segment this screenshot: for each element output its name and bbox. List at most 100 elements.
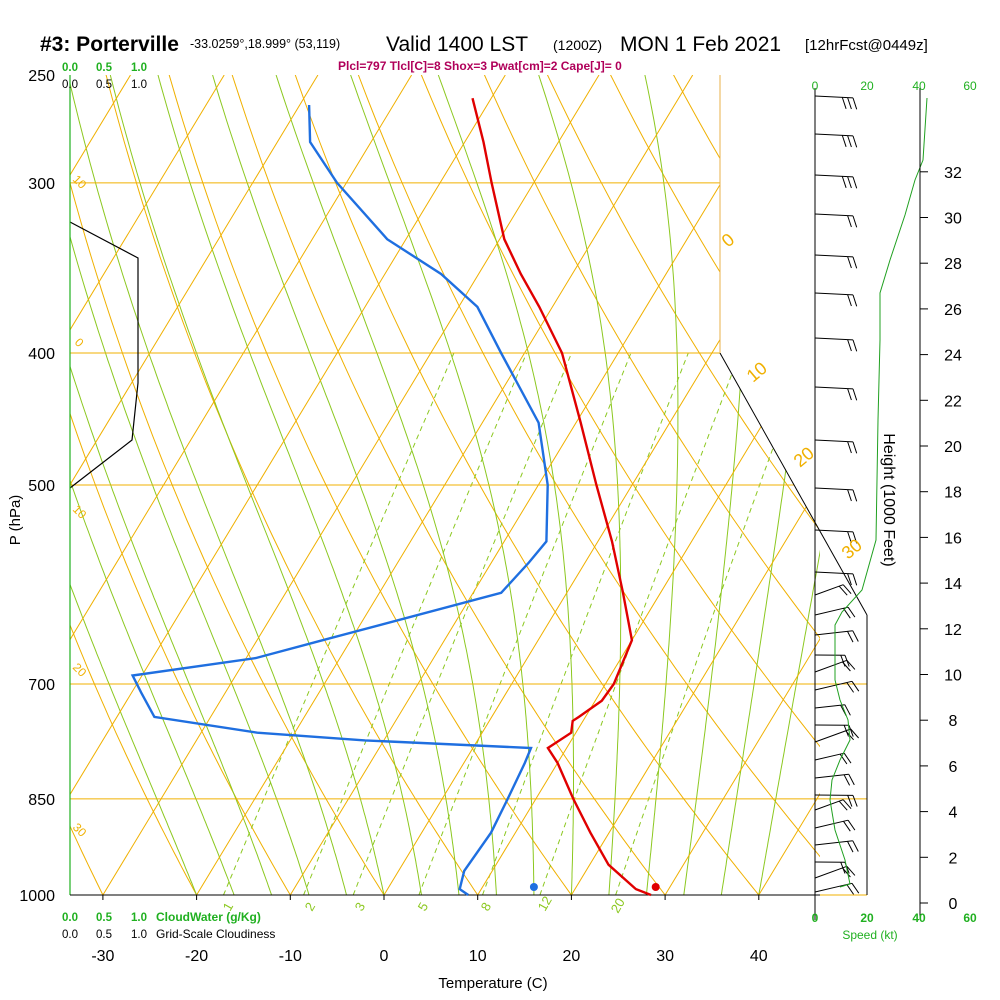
dewpoint-profile xyxy=(130,104,549,896)
bottom-cloudiness-tick: 0.0 xyxy=(62,929,78,941)
height-tick-label: 22 xyxy=(944,393,962,410)
height-tick-label: 20 xyxy=(944,439,962,456)
temperature-tick-label: 30 xyxy=(656,948,674,965)
wind-barb-flag xyxy=(838,585,848,596)
wind-barb-flag xyxy=(852,339,858,352)
pressure-tick-label: 250 xyxy=(28,68,55,85)
top-cloudwater-tick: 1.0 xyxy=(131,62,147,74)
speed-tick-top: 40 xyxy=(912,79,926,93)
mixing-ratio-label: 20 xyxy=(608,895,628,915)
wind-barb-flag xyxy=(852,795,858,807)
cloudiness-profile xyxy=(69,221,139,489)
top-cloudiness-tick: 0.5 xyxy=(96,79,112,91)
isotherm-line xyxy=(70,75,319,486)
moist-adiabat-line xyxy=(275,75,497,895)
wind-barb-flag xyxy=(847,176,852,189)
mask-edge xyxy=(719,352,868,616)
moist-adiabat-line xyxy=(70,81,347,895)
speed-tick-bottom: 60 xyxy=(963,911,977,925)
bottom-cloudwater-tick: 0.5 xyxy=(96,912,113,924)
sounding-indices: Plcl=797 Tlcl[C]=8 Shox=3 Pwat[cm]=2 Cap… xyxy=(338,59,622,73)
utc-time: (1200Z) xyxy=(553,37,602,53)
wind-barb-flag xyxy=(847,489,852,502)
height-tick-label: 18 xyxy=(944,485,962,502)
station-location: -33.0259°,18.999° (53,119) xyxy=(190,37,340,51)
wind-barb-flag xyxy=(852,135,858,148)
bottom-cloudwater-tick: 0.0 xyxy=(62,912,78,924)
speed-axis-label: Speed (kt) xyxy=(842,928,897,942)
moist-adiabat-line xyxy=(644,75,679,895)
y-axis-label: P (hPa) xyxy=(7,495,24,546)
forecast-info: [12hrFcst@0449z] xyxy=(805,37,928,54)
temperature-tick-label: 0 xyxy=(380,948,389,965)
wind-barb-flag xyxy=(841,176,847,188)
wind-barb-flag xyxy=(847,294,852,307)
wind-barb-flag xyxy=(852,388,858,401)
wind-barb-flag xyxy=(842,584,852,595)
mixing-ratio-line xyxy=(223,352,455,895)
wind-barb xyxy=(814,174,854,178)
moist-adiabat-line xyxy=(437,75,574,895)
temperature-tick-label: -20 xyxy=(185,948,208,965)
height-tick-label: 32 xyxy=(944,165,962,182)
wind-barb-flag xyxy=(847,606,856,618)
wind-barb-flag xyxy=(847,215,852,228)
wind-barb-flag xyxy=(847,841,854,853)
wind-barb-flag xyxy=(841,97,847,109)
height-tick-label: 26 xyxy=(944,302,962,319)
height-tick-label: 2 xyxy=(949,850,958,867)
wind-barb xyxy=(814,584,844,596)
wind-barb xyxy=(814,439,854,443)
speed-tick-top: 0 xyxy=(812,79,819,93)
pressure-tick-label: 1000 xyxy=(19,888,55,905)
speed-tick-bottom: 0 xyxy=(812,911,819,925)
wind-barb xyxy=(814,799,844,811)
surface-dewpoint-marker xyxy=(529,883,538,891)
pressure-axis: 1000 850 700 500 400 300 250 xyxy=(19,68,55,905)
dry-adiabat-line xyxy=(105,75,479,895)
wind-barb-flag xyxy=(847,795,853,807)
dry-adiabat-line xyxy=(70,181,385,895)
wind-barb xyxy=(814,133,854,137)
height-tick-label: 8 xyxy=(949,713,958,730)
height-tick-label: 28 xyxy=(944,256,962,273)
height-tick-label: 12 xyxy=(944,622,962,639)
wind-barb-flag xyxy=(848,725,854,737)
wind-barb-flag xyxy=(838,800,848,811)
bottom-cloudwater-tick: 1.0 xyxy=(131,912,147,924)
mixing-ratio-line xyxy=(539,352,741,895)
speed-tick-top: 20 xyxy=(860,79,874,93)
mixing-ratio-line xyxy=(482,352,689,895)
wind-barb-flag xyxy=(852,840,859,852)
wind-barb-flag xyxy=(852,441,858,454)
wind-barb-flag xyxy=(851,681,860,692)
wind-barb xyxy=(814,840,853,846)
wind-barb xyxy=(814,659,848,673)
speed-tick-bottom: 20 xyxy=(860,911,874,925)
bottom-cloudiness-tick: 0.5 xyxy=(96,929,112,941)
temperature-tick-label: 20 xyxy=(563,948,581,965)
bottom-cloud-scale: 0.0 0.5 1.0 CloudWater (g/Kg) 0.0 0.5 1.0 Grid-… xyxy=(62,910,275,941)
wind-barb-flag xyxy=(843,774,851,786)
mixing-ratio-line xyxy=(303,352,528,895)
mixing-ratio-label: 8 xyxy=(478,900,495,914)
height-tick-label: 16 xyxy=(944,530,962,547)
station-title: #3: Porterville xyxy=(40,33,179,56)
moist-adiabat-line xyxy=(157,75,422,895)
wind-barb xyxy=(814,386,854,390)
moist-adiabat-line xyxy=(70,479,235,895)
wind-barb-flag xyxy=(847,256,852,269)
dry-adiabat-line xyxy=(168,75,573,895)
wind-barb xyxy=(814,819,849,829)
wind-barb xyxy=(814,606,849,616)
isotherm-line xyxy=(664,638,820,895)
moist-adiabat-line xyxy=(758,549,820,895)
wind-barb xyxy=(814,630,853,636)
wind-barb-flag xyxy=(852,176,858,189)
temperature-axis: -30 -20 -10 0 10 20 30 40 xyxy=(91,895,768,965)
temperature-tick-label: -10 xyxy=(279,948,302,965)
wind-barb-flag xyxy=(846,682,855,693)
forecast-date: MON 1 Feb 2021 xyxy=(620,33,781,56)
